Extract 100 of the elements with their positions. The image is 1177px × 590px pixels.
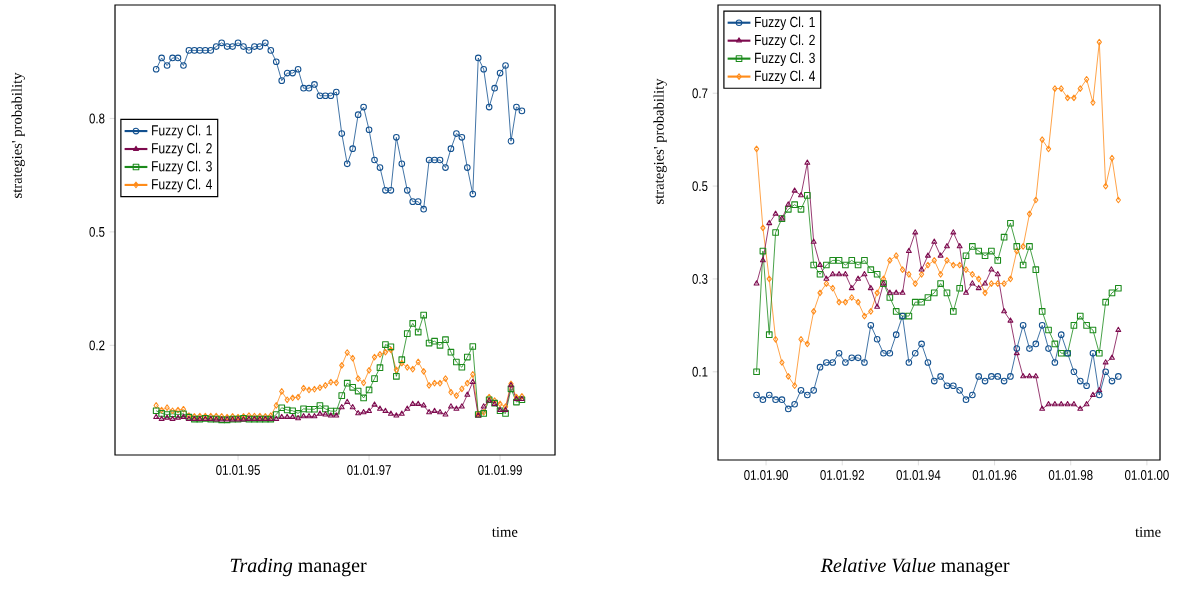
point (994, 373, 1002, 380)
point (1070, 400, 1077, 407)
point (950, 261, 956, 269)
point (937, 280, 944, 287)
point (893, 289, 900, 295)
point (861, 257, 868, 264)
point (969, 270, 975, 278)
point (1071, 94, 1077, 102)
point (1064, 400, 1071, 407)
x-tick-label: 01.01.97 (347, 465, 391, 475)
point (873, 335, 881, 343)
point (817, 261, 823, 267)
point (1051, 359, 1059, 366)
y-tick-label: 0.7 (692, 88, 708, 99)
point (906, 270, 912, 278)
point (899, 266, 906, 273)
point (804, 159, 811, 165)
point (797, 387, 805, 394)
point (1001, 308, 1008, 314)
point (988, 373, 995, 380)
point (931, 257, 937, 264)
point (880, 349, 887, 357)
point (1076, 312, 1084, 320)
point (829, 270, 836, 277)
point (1032, 266, 1040, 273)
y-tick-label: 0.8 (89, 113, 105, 124)
point (835, 257, 843, 264)
point (1070, 322, 1078, 329)
point (1019, 261, 1027, 269)
point (1089, 326, 1097, 334)
point (848, 284, 855, 291)
point (874, 289, 880, 297)
point (1070, 368, 1078, 376)
point (1090, 99, 1096, 106)
point (1083, 400, 1090, 407)
point (1095, 349, 1103, 357)
point (817, 289, 823, 297)
point (772, 210, 779, 216)
point (918, 298, 925, 306)
point (969, 243, 976, 250)
point (957, 261, 963, 269)
point (772, 396, 779, 403)
point (784, 405, 792, 413)
point (823, 275, 830, 281)
point (1064, 94, 1071, 102)
x-tick-label: 01.01.95 (216, 465, 260, 475)
point (981, 252, 989, 260)
point (849, 294, 855, 301)
point (931, 238, 938, 244)
point (1102, 359, 1109, 365)
point (1045, 326, 1052, 334)
point (848, 354, 856, 362)
point (956, 284, 963, 292)
point (892, 308, 900, 315)
y-tick-label: 0.2 (89, 340, 105, 351)
point (760, 224, 766, 232)
point (956, 387, 963, 394)
point (1045, 345, 1052, 352)
point (976, 275, 982, 283)
x-tick-label: 01.01.00 (1124, 470, 1169, 480)
point (791, 187, 798, 193)
point (759, 257, 766, 263)
y-tick-label: 0.5 (692, 181, 708, 192)
point (791, 201, 798, 208)
point (1020, 373, 1027, 379)
y-axis-title: strategies' probability (11, 72, 25, 198)
point (1039, 136, 1045, 143)
point (1096, 38, 1102, 46)
x-tick-label: 01.01.96 (972, 470, 1017, 480)
point (988, 247, 995, 255)
point (1083, 75, 1090, 83)
point (855, 275, 862, 281)
point (975, 373, 983, 380)
point (1032, 373, 1039, 379)
point (1038, 322, 1046, 329)
point (956, 243, 963, 249)
point (1083, 382, 1090, 390)
point (880, 275, 887, 283)
point (1001, 280, 1007, 287)
point (854, 354, 862, 362)
x-tick-label: 01.01.99 (478, 465, 522, 475)
point (918, 340, 925, 348)
point (1077, 85, 1083, 92)
point (823, 359, 830, 366)
point (988, 266, 995, 272)
point (1102, 298, 1109, 306)
point (1013, 243, 1021, 250)
point (772, 229, 779, 236)
point (1108, 377, 1116, 385)
point (911, 298, 919, 306)
point (842, 261, 849, 269)
point (982, 280, 989, 286)
point (988, 280, 995, 287)
point (791, 382, 798, 390)
point (893, 252, 899, 260)
point (855, 298, 861, 306)
point (1026, 243, 1033, 250)
point (1020, 243, 1026, 250)
point (868, 308, 874, 315)
point (930, 289, 938, 297)
